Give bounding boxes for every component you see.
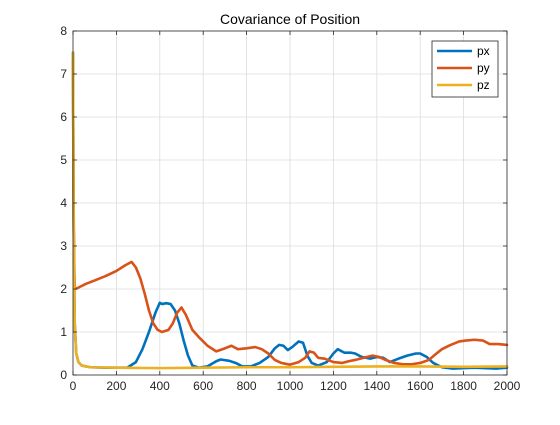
x-tick-label: 2000 bbox=[494, 379, 521, 393]
ticks: 0 200 400 600 800 1000 1200 1400 1600 1800 2000 0 1 2… bbox=[60, 24, 520, 393]
legend-label-py: py bbox=[477, 61, 490, 75]
legend: px py pz bbox=[431, 40, 499, 98]
legend-label-px: px bbox=[477, 44, 490, 58]
x-tick-label: 1200 bbox=[320, 379, 347, 393]
y-tick-label: 8 bbox=[60, 24, 67, 38]
y-tick-label: 5 bbox=[60, 153, 67, 167]
x-tick-label: 1000 bbox=[277, 379, 304, 393]
y-tick-label: 1 bbox=[60, 325, 67, 339]
x-tick-label: 1600 bbox=[407, 379, 434, 393]
y-tick-label: 0 bbox=[60, 368, 67, 382]
y-tick-label: 2 bbox=[60, 282, 67, 296]
x-tick-label: 0 bbox=[70, 379, 77, 393]
series-line-px bbox=[71, 51, 509, 370]
series-line-pz bbox=[71, 51, 509, 370]
y-tick-label: 3 bbox=[60, 239, 67, 253]
y-tick-label: 4 bbox=[60, 196, 67, 210]
series-layer bbox=[71, 51, 509, 370]
x-tick-label: 1400 bbox=[363, 379, 390, 393]
y-tick-label: 6 bbox=[60, 110, 67, 124]
series-line-py bbox=[71, 59, 509, 366]
x-tick-label: 400 bbox=[150, 379, 170, 393]
y-tick-label: 7 bbox=[60, 67, 67, 81]
x-tick-label: 600 bbox=[193, 379, 213, 393]
x-tick-label: 200 bbox=[106, 379, 126, 393]
x-tick-label: 1800 bbox=[450, 379, 477, 393]
x-tick-label: 800 bbox=[237, 379, 257, 393]
chart-title: Covariance of Position bbox=[220, 11, 360, 27]
legend-label-pz: pz bbox=[477, 78, 490, 92]
